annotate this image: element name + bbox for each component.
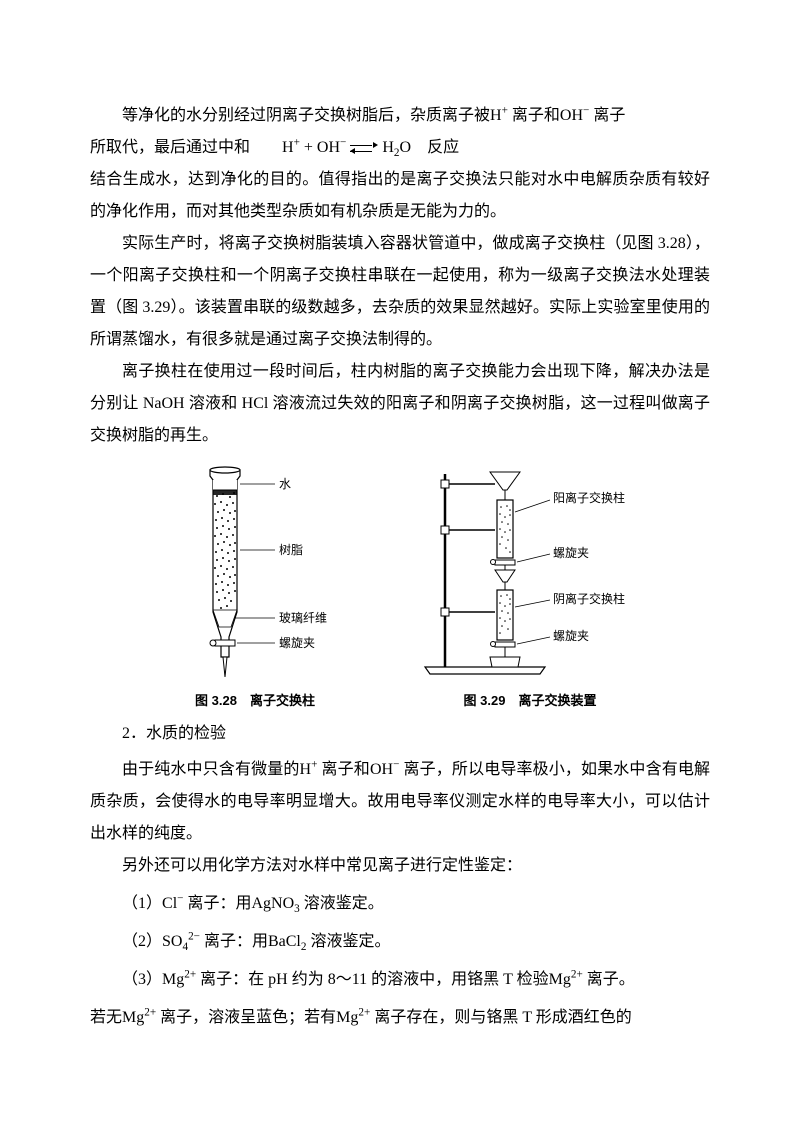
text: 离子。 <box>583 971 635 988</box>
text: 离子：用 <box>183 895 251 912</box>
text: （3） <box>122 971 162 988</box>
text: 若无 <box>90 1009 122 1026</box>
page-body: 等净化的水分别经过阴离子交换树脂后，杂质离子被H+ 离子和OH− 离子 所取代，… <box>0 0 800 1094</box>
chem-oh-minus: OH− <box>560 107 589 124</box>
paragraph-2: 实际生产时，将离子交换树脂装填入容器状管道中，做成离子交换柱（见图 3.28），… <box>90 228 710 356</box>
chem-equation: H+ + OH− H2O <box>282 139 411 156</box>
ion-exchange-column-diagram: 水 树脂 玻璃纤维 螺旋夹 <box>155 462 355 682</box>
chem-h-plus: H+ <box>300 761 318 778</box>
text: 离子和 <box>322 761 370 778</box>
figure-3-29: 阳离子交换柱 螺旋夹 阴离子交换柱 螺旋夹 图 3.29 离子交换装置 <box>415 462 645 714</box>
item-1: （1）Cl− 离子：用AgNO3 溶液鉴定。 <box>90 888 710 920</box>
chem-bacl2: BaCl2 <box>268 933 306 950</box>
chem-mg-2plus: Mg2+ <box>549 971 583 988</box>
label-glassfiber: 玻璃纤维 <box>279 611 327 625</box>
label-anion-column: 阴离子交换柱 <box>553 591 625 606</box>
label-water: 水 <box>279 477 291 491</box>
text: 离子，溶液呈蓝色；若有 <box>156 1009 336 1026</box>
chem-oh-minus: OH− <box>370 761 399 778</box>
label-screwclamp: 螺旋夹 <box>279 636 315 650</box>
paragraph-1-line2: 所取代，最后通过中和 H+ + OH− H2O 反应 <box>90 132 710 164</box>
text: 等净化的水分别经过阴离子交换树脂后，杂质离子被 <box>122 107 490 124</box>
paragraph-1-cont: 结合生成水，达到净化的目的。值得指出的是离子交换法只能对水中电解质杂质有较好的净… <box>90 164 710 228</box>
figure-3-28-caption: 图 3.28 离子交换柱 <box>195 688 315 714</box>
text: 溶液鉴定。 <box>310 933 390 950</box>
text: 所取代，最后通过中和 <box>90 139 282 156</box>
text: 离子和 <box>512 107 560 124</box>
item-3: （3）Mg2+ 离子：在 pH 约为 8～11 的溶液中，用铬黑 T 检验Mg2… <box>90 964 710 996</box>
paragraph-1-line1: 等净化的水分别经过阴离子交换树脂后，杂质离子被H+ 离子和OH− 离子 <box>90 100 710 132</box>
chem-agno3: AgNO3 <box>251 895 299 912</box>
text: 离子 <box>593 107 625 124</box>
paragraph-5: 另外还可以用化学方法对水样中常见离子进行定性鉴定： <box>90 850 710 882</box>
paragraph-4: 由于纯水中只含有微量的H+ 离子和OH− 离子，所以电导率极小，如果水中含有电解… <box>90 754 710 850</box>
figure-3-28: 水 树脂 玻璃纤维 螺旋夹 图 3.28 离子交换柱 <box>155 462 355 714</box>
item-2: （2）SO42− 离子：用BaCl2 溶液鉴定。 <box>90 926 710 958</box>
last-line: 若无Mg2+ 离子，溶液呈蓝色；若有Mg2+ 离子存在，则与铬黑 T 形成酒红色… <box>90 1002 710 1034</box>
text: 由于纯水中只含有微量的 <box>122 761 300 778</box>
text: （2） <box>122 933 162 950</box>
ion-exchange-apparatus-diagram: 阳离子交换柱 螺旋夹 阴离子交换柱 螺旋夹 <box>415 462 645 682</box>
chem-so4-2minus: SO42− <box>162 933 200 950</box>
figures-row: 水 树脂 玻璃纤维 螺旋夹 图 3.28 离子交换柱 <box>90 462 710 714</box>
chem-h-plus: H+ <box>490 107 508 124</box>
chem-mg-2plus: Mg2+ <box>162 971 196 988</box>
text: 离子存在，则与铬黑 T 形成酒红色的 <box>370 1009 632 1026</box>
label-resin: 树脂 <box>279 542 303 557</box>
label-cation-column: 阳离子交换柱 <box>553 490 625 505</box>
chem-mg-2plus: Mg2+ <box>122 1009 156 1026</box>
text: 离子：在 pH 约为 8～11 的溶液中，用铬黑 T 检验 <box>196 971 548 988</box>
text: （1） <box>122 895 162 912</box>
figure-3-29-caption: 图 3.29 离子交换装置 <box>464 688 597 714</box>
chem-mg-2plus: Mg2+ <box>336 1009 370 1026</box>
text: 溶液鉴定。 <box>304 895 384 912</box>
chem-cl-minus: Cl− <box>162 895 183 912</box>
paragraph-3: 离子换柱在使用过一段时间后，柱内树脂的离子交换能力会出现下降，解决办法是分别让 … <box>90 356 710 452</box>
label-screwclamp-lower: 螺旋夹 <box>553 629 589 643</box>
text: 离子：用 <box>200 933 268 950</box>
text: 反应 <box>411 139 459 156</box>
label-screwclamp-upper: 螺旋夹 <box>553 546 589 560</box>
heading-2: 2．水质的检验 <box>90 718 710 750</box>
